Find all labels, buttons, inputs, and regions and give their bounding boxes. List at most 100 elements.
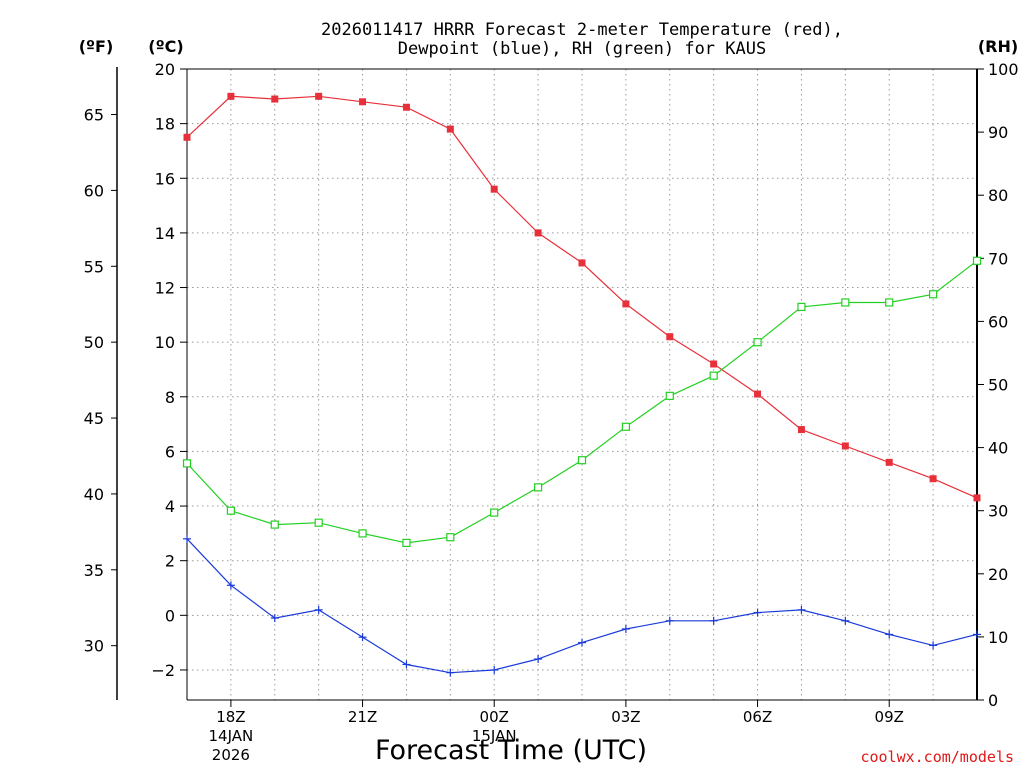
dewpoint-point bbox=[402, 660, 411, 669]
rh-point bbox=[534, 483, 543, 492]
temperature-point bbox=[359, 98, 367, 106]
rh-point bbox=[709, 371, 718, 380]
rh-point bbox=[358, 529, 367, 538]
dewpoint-point bbox=[709, 616, 718, 625]
temperature-point bbox=[271, 95, 279, 103]
fahrenheit-tick-label: 40 bbox=[84, 485, 104, 504]
fahrenheit-tick-label: 55 bbox=[84, 257, 104, 276]
x-tick-year-label: 2026 bbox=[212, 746, 250, 764]
series-layer bbox=[182, 92, 982, 677]
text-layer: 2026011417 HRRR Forecast 2-meter Tempera… bbox=[79, 20, 1019, 766]
rh-point bbox=[226, 506, 235, 515]
dewpoint-point bbox=[973, 630, 981, 639]
temperature-point bbox=[797, 426, 805, 434]
dewpoint-point bbox=[578, 638, 586, 647]
dewpoint-point bbox=[358, 633, 367, 642]
rh-tick-label: 30 bbox=[988, 502, 1008, 521]
celsius-tick-label: 4 bbox=[165, 497, 175, 516]
fahrenheit-unit-label: (ºF) bbox=[79, 37, 114, 56]
credit-label: coolwx.com/models bbox=[860, 748, 1014, 766]
x-tick-date-label: 15JAN bbox=[472, 727, 517, 745]
x-tick-date-label: 14JAN bbox=[209, 727, 254, 745]
celsius-tick-label: 6 bbox=[165, 442, 175, 461]
temperature-point bbox=[841, 442, 849, 450]
celsius-tick-label: 12 bbox=[155, 279, 175, 298]
x-tick-label: 03Z bbox=[611, 708, 640, 726]
celsius-tick-label: 2 bbox=[165, 552, 175, 571]
celsius-tick-label: 0 bbox=[165, 606, 175, 625]
rh-line bbox=[186, 260, 978, 544]
temperature-point bbox=[534, 229, 542, 237]
chart-title-line2: Dewpoint (blue), RH (green) for KAUS bbox=[398, 39, 766, 59]
rh-point bbox=[490, 508, 499, 517]
temperature-point bbox=[754, 390, 762, 398]
rh-point bbox=[577, 456, 587, 465]
celsius-tick-label: 14 bbox=[155, 224, 175, 243]
rh-tick-label: 60 bbox=[988, 312, 1008, 331]
celsius-tick-label: 20 bbox=[155, 60, 175, 79]
celsius-tick-label: 18 bbox=[155, 115, 175, 134]
temperature-point bbox=[929, 475, 937, 483]
x-tick-label: 06Z bbox=[743, 708, 772, 726]
temperature-point bbox=[446, 125, 454, 133]
temperature-point bbox=[622, 300, 630, 308]
celsius-unit-label: (ºC) bbox=[148, 37, 183, 56]
celsius-tick-label: 10 bbox=[155, 333, 175, 352]
x-tick-label: 18Z bbox=[216, 708, 245, 726]
dewpoint-point bbox=[753, 608, 762, 617]
dewpoint-point bbox=[797, 605, 806, 614]
temperature-line bbox=[186, 95, 978, 499]
celsius-tick-label: 16 bbox=[155, 169, 175, 188]
x-tick-label: 00Z bbox=[480, 708, 509, 726]
chart-title-line1: 2026011417 HRRR Forecast 2-meter Tempera… bbox=[321, 20, 843, 40]
rh-point bbox=[929, 290, 938, 299]
dewpoint-point bbox=[270, 614, 279, 623]
temperature-point bbox=[666, 333, 674, 341]
dewpoint-point bbox=[446, 668, 455, 677]
dewpoint-point bbox=[841, 616, 850, 625]
fahrenheit-tick-label: 35 bbox=[84, 561, 104, 580]
fahrenheit-tick-label: 60 bbox=[84, 181, 104, 200]
rh-tick-label: 90 bbox=[988, 123, 1008, 142]
rh-point bbox=[446, 533, 455, 542]
rh-tick-label: 10 bbox=[988, 628, 1008, 647]
rh-point bbox=[841, 298, 850, 307]
temperature-point bbox=[490, 185, 498, 193]
rh-tick-label: 70 bbox=[988, 249, 1008, 268]
dewpoint-point bbox=[534, 655, 543, 664]
rh-point bbox=[665, 391, 674, 400]
rh-point bbox=[270, 520, 279, 529]
rh-point bbox=[402, 538, 411, 547]
dewpoint-point bbox=[226, 581, 235, 590]
dewpoint-point bbox=[885, 630, 894, 639]
dewpoint-point bbox=[665, 616, 674, 625]
dewpoint-point bbox=[621, 624, 630, 633]
rh-point bbox=[797, 302, 806, 311]
temperature-point bbox=[402, 103, 410, 111]
dewpoint-point bbox=[490, 665, 499, 674]
celsius-tick-label: −2 bbox=[151, 661, 175, 680]
fahrenheit-tick-label: 45 bbox=[84, 409, 104, 428]
rh-point bbox=[885, 298, 894, 307]
rh-tick-label: 20 bbox=[988, 565, 1008, 584]
fahrenheit-tick-label: 65 bbox=[84, 106, 104, 125]
dewpoint-point bbox=[183, 534, 191, 543]
dewpoint-point bbox=[314, 605, 323, 614]
rh-tick-label: 40 bbox=[988, 439, 1008, 458]
temperature-point bbox=[710, 360, 718, 368]
temperature-point bbox=[227, 92, 235, 100]
fahrenheit-tick-label: 50 bbox=[84, 333, 104, 352]
temperature-point bbox=[315, 92, 323, 100]
x-tick-label: 09Z bbox=[875, 708, 904, 726]
x-axis-label: Forecast Time (UTC) bbox=[375, 735, 647, 766]
temperature-point bbox=[183, 133, 191, 141]
fahrenheit-tick-label: 30 bbox=[84, 637, 104, 656]
rh-tick-label: 50 bbox=[988, 376, 1008, 395]
temperature-point bbox=[885, 458, 893, 466]
celsius-tick-label: 8 bbox=[165, 388, 175, 407]
rh-point bbox=[621, 422, 630, 431]
temperature-point bbox=[578, 259, 586, 267]
dewpoint-point bbox=[929, 641, 938, 650]
rh-point bbox=[753, 338, 762, 347]
